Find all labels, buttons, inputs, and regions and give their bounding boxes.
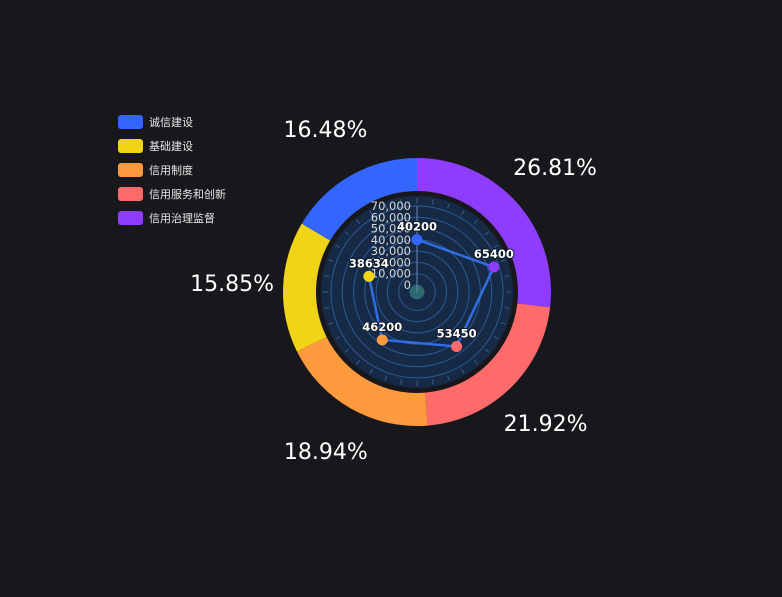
polar-rim-tick (356, 359, 361, 365)
radial-tick-label: 20,000 (371, 255, 411, 269)
polar-data-point[interactable] (488, 261, 500, 273)
legend-swatch (118, 187, 143, 201)
polar-rim-tick (344, 231, 350, 236)
donut-slice[interactable] (425, 303, 551, 426)
radial-tick-label: 70,000 (371, 199, 411, 213)
legend-item[interactable]: 诚信建设 (118, 110, 226, 134)
slice-percent-label: 21.92% (504, 412, 588, 437)
polar-rim-tick (504, 275, 510, 278)
legend-item[interactable]: 基础建设 (118, 134, 226, 158)
donut-slice[interactable] (296, 336, 428, 426)
polar-data-point[interactable] (451, 340, 463, 352)
polar-rim-tick (335, 336, 341, 340)
polar-data-point[interactable] (376, 334, 388, 346)
polar-data-point[interactable] (363, 270, 375, 282)
legend-item[interactable]: 信用治理监督 (118, 206, 226, 230)
polar-rim-tick (400, 379, 403, 385)
radial-tick-label: 30,000 (371, 244, 411, 258)
donut-slice[interactable] (283, 223, 331, 352)
radial-tick-label: 60,000 (371, 210, 411, 224)
polar-rim-tick (431, 199, 434, 205)
legend: 诚信建设基础建设信用制度信用服务和创新 信用治理监督 (118, 110, 226, 230)
polar-rim-tick (500, 259, 506, 263)
legend-label: 信用治理监督 (149, 212, 215, 225)
polar-rim-tick (384, 375, 388, 381)
legend-label: 信用服务和创新 (149, 188, 226, 201)
donut-slice[interactable] (417, 158, 551, 308)
polar-rim-tick (461, 368, 465, 374)
polar-rim-tick (473, 359, 478, 365)
polar-rim-tick (324, 275, 330, 278)
polar-rim-tick (446, 203, 450, 209)
radial-tick-label: 50,000 (371, 222, 411, 236)
polar-rim-tick (400, 199, 403, 205)
legend-swatch (118, 139, 143, 153)
polar-rim-tick (473, 219, 478, 225)
polar-rim-tick (369, 210, 373, 216)
polar-rim-tick (500, 321, 506, 325)
legend-label: 诚信建设 (149, 116, 193, 129)
polar-data-label: 38634 (349, 256, 389, 270)
slice-percent-label: 18.94% (284, 440, 368, 465)
radial-tick-label: 40,000 (371, 233, 411, 247)
polar-rim-tick (324, 306, 330, 309)
polar-rim-tick (344, 348, 350, 353)
polar-rim-tick (484, 231, 490, 236)
polar-rim-tick (504, 306, 510, 309)
legend-swatch (118, 115, 143, 129)
polar-rim-tick (369, 368, 373, 374)
polar-rim-tick (328, 321, 334, 325)
polar-rim-tick (356, 219, 361, 225)
polar-rim-tick (446, 375, 450, 381)
legend-item[interactable]: 信用服务和创新 (118, 182, 226, 206)
slice-percent-label: 15.85% (190, 272, 274, 297)
polar-data-label: 46200 (362, 320, 402, 334)
legend-swatch (118, 163, 143, 177)
polar-rim-tick (493, 336, 499, 340)
polar-rim-tick (484, 348, 490, 353)
polar-rim-tick (328, 259, 334, 263)
polar-data-label: 40200 (397, 220, 437, 234)
slice-percent-label: 26.81% (513, 156, 597, 181)
legend-swatch (118, 211, 143, 225)
polar-data-label: 65400 (474, 247, 514, 261)
legend-label: 信用制度 (149, 164, 193, 177)
donut-ring: 26.81% 21.92% 18.94% 15.85% 16.48% (190, 118, 597, 465)
radial-tick-label: 0 (404, 278, 411, 292)
polar-rim-tick (461, 210, 465, 216)
legend-label: 基础建设 (149, 140, 193, 153)
polar-rim-tick (335, 244, 341, 248)
radial-tick-label: 10,000 (371, 267, 411, 281)
donut-slice[interactable] (301, 158, 417, 241)
slice-percent-label: 16.48% (283, 118, 367, 143)
polar-rim-tick (431, 379, 434, 385)
polar-chart: 010,00020,00030,00040,00050,00060,00070,… (321, 196, 515, 388)
polar-data-point[interactable] (411, 234, 423, 246)
polar-rim-tick (384, 203, 388, 209)
polar-rim-tick (493, 244, 499, 248)
polar-data-label: 53450 (437, 326, 477, 340)
legend-item[interactable]: 信用制度 (118, 158, 226, 182)
